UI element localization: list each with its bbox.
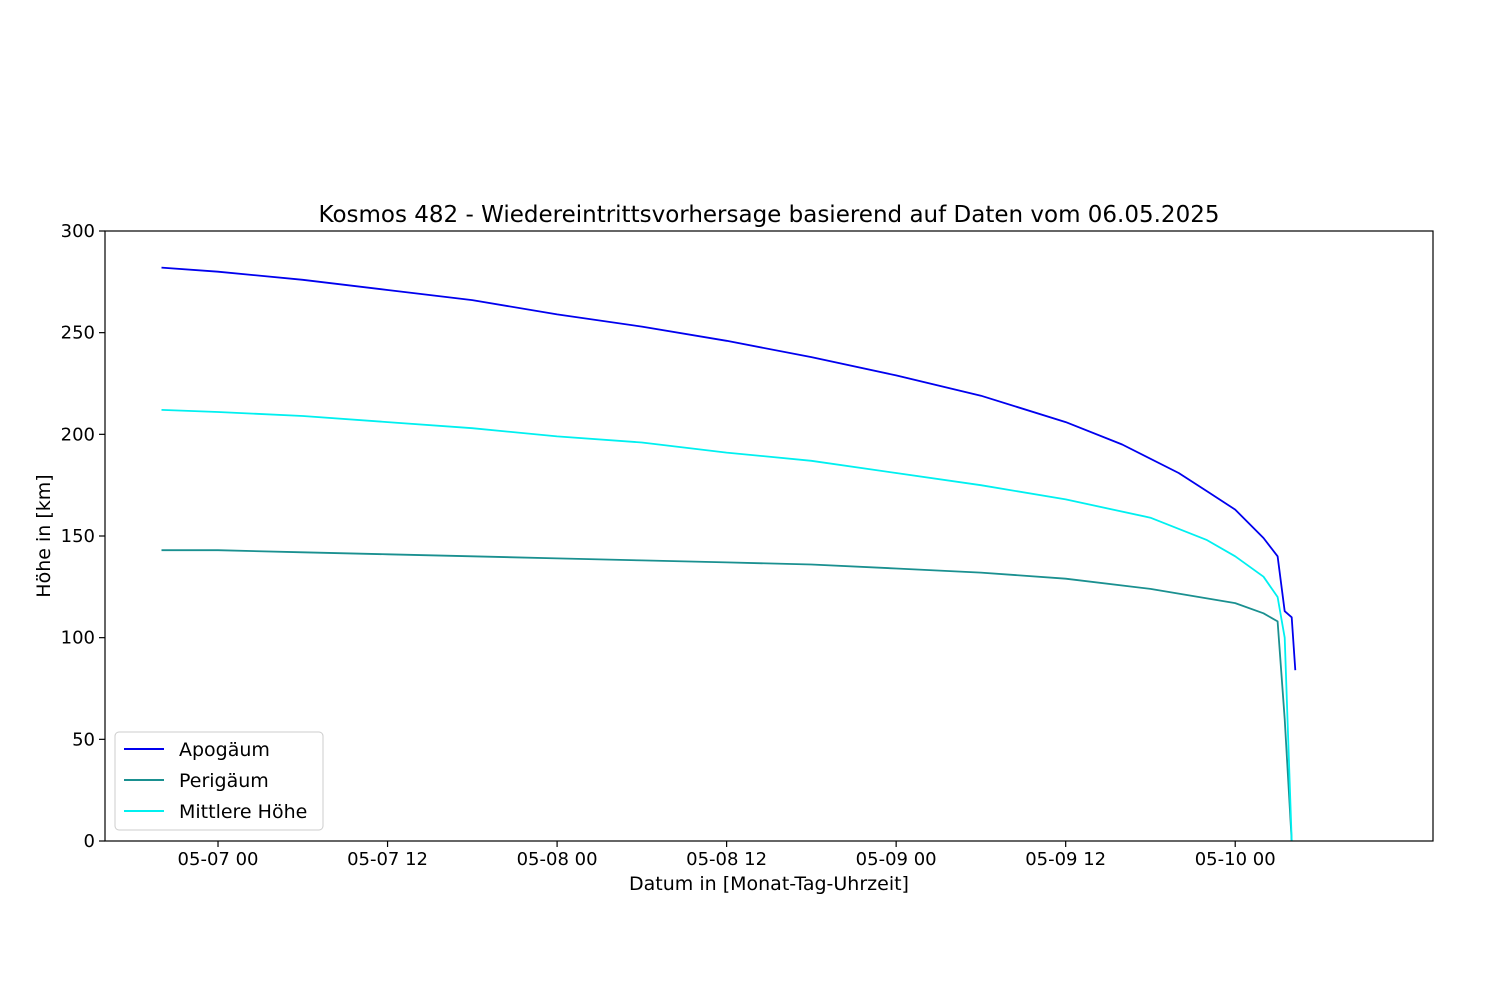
series-line-1 (161, 549, 1293, 842)
series-line-2 (161, 409, 1293, 842)
y-tick-label: 200 (61, 424, 95, 445)
chart-title: Kosmos 482 - Wiedereintrittsvorhersage b… (319, 202, 1220, 228)
y-tick-label: 150 (61, 526, 95, 547)
x-tick-label: 05-08 00 (517, 849, 598, 870)
y-tick-label: 50 (72, 729, 95, 750)
series-line-0 (161, 266, 1297, 671)
y-tick-label: 0 (84, 831, 95, 852)
y-tick-label: 100 (61, 628, 95, 649)
x-axis-label: Datum in [Monat-Tag-Uhrzeit] (629, 873, 909, 895)
legend-box (114, 731, 324, 831)
x-tick-label: 05-07 12 (347, 849, 428, 870)
legend-label-2: Mittlere Höhe (179, 801, 307, 823)
x-tick-label: 05-10 00 (1195, 849, 1276, 870)
legend-label-1: Perigäum (179, 770, 269, 792)
y-axis-label: Höhe in [km] (33, 474, 55, 597)
x-tick-label: 05-09 12 (1025, 849, 1106, 870)
legend: Apogäum Perigäum Mittlere Höhe (114, 731, 324, 831)
y-tick-label: 300 (61, 221, 95, 242)
x-tick-label: 05-08 12 (686, 849, 767, 870)
series-lines (161, 266, 1297, 842)
x-axis-ticks: 05-07 00 05-07 12 05-08 00 05-08 12 05-09 00… (178, 841, 1276, 870)
legend-label-0: Apogäum (179, 739, 270, 761)
y-axis-ticks: 0 50 100 150 200 250 300 (61, 221, 105, 852)
y-tick-label: 250 (61, 323, 95, 344)
x-tick-label: 05-07 00 (178, 849, 259, 870)
x-tick-label: 05-09 00 (856, 849, 937, 870)
